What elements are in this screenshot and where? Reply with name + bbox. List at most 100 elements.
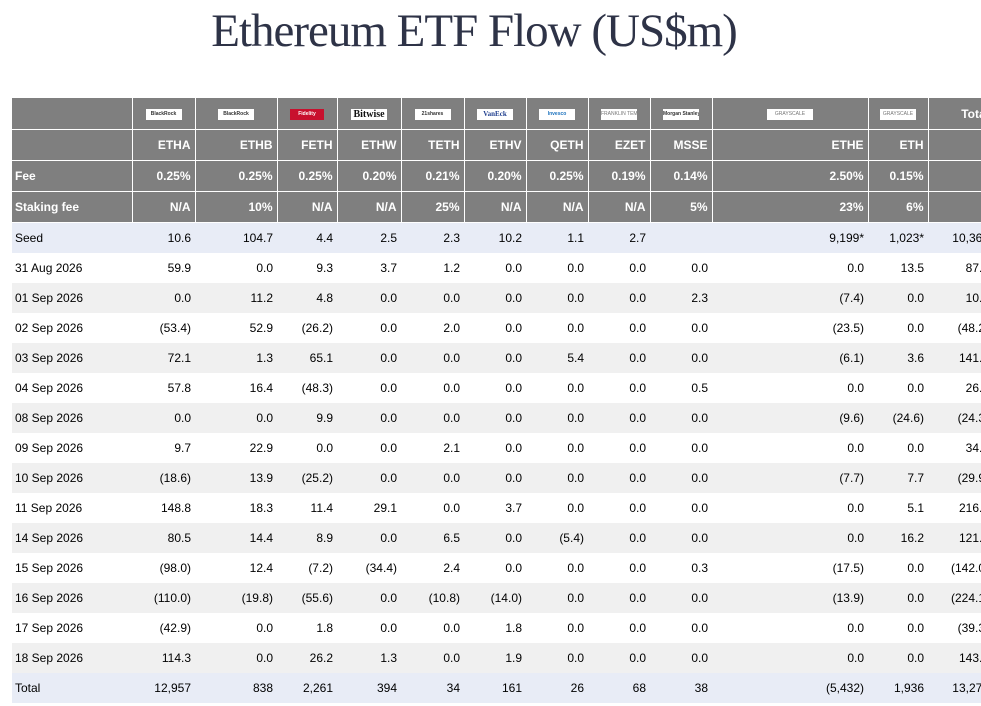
table-row: 04 Sep 2026 57.8 16.4 (48.3) 0.0 0.0 0.0 0.0 0.0… [12, 373, 981, 403]
staking-cell: N/A [337, 191, 402, 223]
flow-cell: 2.7 [588, 222, 650, 253]
table-row: 31 Aug 2026 59.9 0.0 9.3 3.7 1.2 0.0 0.0 0.0 0.0 0… [12, 253, 981, 283]
page-title: Ethereum ETF Flow (US$m) [211, 5, 738, 57]
table-row: 14 Sep 2026 80.5 14.4 8.9 0.0 6.5 0.0 (5.4) 0.0 0… [12, 523, 981, 553]
flow-cell: 0.0 [256, 261, 273, 275]
row-total-cell: (39.3) [957, 621, 981, 635]
flow-cell: 1.3 [195, 343, 277, 373]
staking-fee-label: Staking fee [12, 191, 133, 223]
flow-cell: 0.0 [464, 283, 526, 313]
flow-cell: 0.0 [132, 403, 195, 433]
flow-cell: 0.0 [526, 643, 588, 673]
flow-cell: (110.0) [132, 583, 195, 613]
flow-cell: (14.0) [464, 583, 526, 613]
flow-cell: (17.5) [832, 561, 864, 575]
flow-cell: 0.0 [464, 523, 526, 553]
flow-cell: 0.0 [691, 321, 708, 335]
flow-cell: 0.0 [907, 381, 924, 395]
corner-cell [12, 98, 133, 130]
flow-cell: 3.7 [505, 501, 522, 515]
row-label: 08 Sep 2026 [12, 403, 132, 433]
flow-cell: 114.3 [132, 643, 195, 673]
flow-cell: 0.0 [132, 283, 195, 313]
flow-cell: 1.9 [464, 643, 526, 673]
row-label: 18 Sep 2026 [12, 643, 132, 673]
flow-cell: 394 [337, 673, 401, 703]
flow-cell: 26 [526, 673, 588, 703]
flow-cell: 0.0 [847, 261, 864, 275]
flow-cell: (18.6) [132, 463, 195, 493]
flow-cell: 0.0 [712, 523, 868, 553]
flow-cell: 4.8 [277, 283, 337, 313]
flow-cell: 1,936 [868, 673, 928, 703]
flow-cell: 10.6 [132, 222, 195, 253]
flow-cell: 9.9 [277, 403, 337, 433]
flow-cell: 0.0 [847, 441, 864, 455]
flow-cell: (13.9) [712, 583, 868, 613]
flow-cell: 4.4 [277, 222, 337, 253]
flow-cell: 0.0 [588, 643, 650, 673]
staking-cell: 25% [401, 191, 465, 223]
row-label: 04 Sep 2026 [15, 381, 84, 395]
flow-cell: 3.7 [380, 261, 397, 275]
flow-cell: 0.0 [629, 261, 646, 275]
flow-cell: 5.4 [526, 343, 588, 373]
fee-cell: 0.25% [195, 160, 278, 192]
flow-cell: 12,957 [132, 673, 195, 703]
fee-cell: 0.14% [650, 160, 713, 192]
flow-cell: (34.4) [365, 561, 397, 575]
row-total-cell: (29.9) [928, 463, 981, 493]
ticker-cell: ETH [868, 129, 929, 161]
ticker-cell: ETHW [337, 129, 402, 161]
flow-cell: 22.9 [249, 441, 273, 455]
flow-cell: 0.0 [847, 501, 864, 515]
flow-cell: 0.0 [907, 561, 924, 575]
flow-cell: 0.0 [567, 261, 584, 275]
flow-cell: 0.0 [691, 621, 708, 635]
flow-cell: 0.0 [650, 643, 712, 673]
flow-cell: 0.0 [650, 403, 712, 433]
flow-cell: 5.1 [907, 501, 924, 515]
flow-cell: 1.1 [526, 222, 588, 253]
total-header: Total [928, 98, 981, 130]
flow-cell: 148.8 [160, 501, 191, 515]
staking-cell: N/A [277, 191, 338, 223]
flow-cell: 1.3 [337, 643, 401, 673]
flow-cell: (7.7) [712, 463, 868, 493]
flow-cell: 0.0 [629, 621, 646, 635]
flow-cell: 57.8 [167, 381, 191, 395]
flow-cell: (25.2) [277, 463, 337, 493]
ticker-cell: FETH [277, 129, 338, 161]
fee-cell: 0.20% [337, 160, 402, 192]
flow-cell: 0.0 [588, 343, 650, 373]
flow-cell: 0.0 [464, 403, 526, 433]
row-total-cell: (142.0) [950, 561, 981, 575]
table-row: 10 Sep 2026 (18.6) 13.9 (25.2) 0.0 0.0 0.0 0.0 0… [12, 463, 981, 493]
flow-cell: 2.1 [443, 441, 460, 455]
row-label: 01 Sep 2026 [12, 283, 132, 313]
flow-cell: 52.9 [249, 321, 273, 335]
flow-cell: 0.0 [464, 463, 526, 493]
table-row: 02 Sep 2026 (53.4) 52.9 (26.2) 0.0 2.0 0.0 0.0 0… [12, 313, 981, 343]
row-label: Total [12, 673, 132, 703]
flow-cell: 2.0 [443, 321, 460, 335]
flow-cell: 104.7 [195, 222, 277, 253]
table-row: 17 Sep 2026 (42.9) 0.0 1.8 0.0 0.0 1.8 0.0 0.0 0.… [12, 613, 981, 643]
flow-cell: 0.0 [691, 441, 708, 455]
flow-cell: 0.0 [337, 343, 401, 373]
flow-cell: 0.0 [256, 621, 273, 635]
flow-cell: 0.0 [464, 343, 526, 373]
flow-cell: 0.0 [691, 261, 708, 275]
flow-cell: 2,261 [277, 673, 337, 703]
flow-cell: 26.2 [277, 643, 337, 673]
flow-cell: 34 [401, 673, 464, 703]
flow-cell: 0.0 [401, 643, 464, 673]
flow-cell: 0.0 [629, 441, 646, 455]
flow-cell: 0.0 [567, 321, 584, 335]
flow-cell: 0.0 [505, 441, 522, 455]
flow-cell: 0.0 [401, 343, 464, 373]
flow-cell: 0.0 [629, 381, 646, 395]
flow-cell: 0.0 [650, 463, 712, 493]
flow-cell [650, 222, 712, 253]
flow-cell: 0.0 [712, 643, 868, 673]
